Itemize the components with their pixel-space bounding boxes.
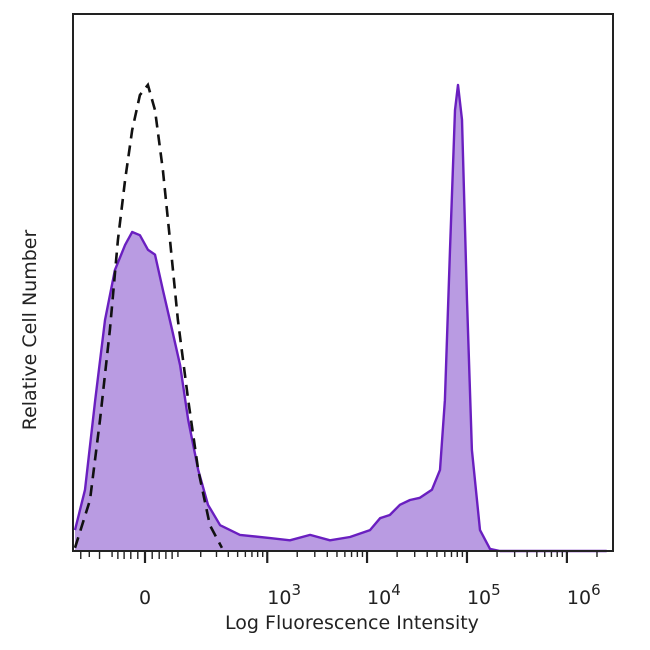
x-tick-label: 103 [267, 581, 301, 609]
y-axis-title: Relative Cell Number [19, 230, 41, 431]
x-axis-title: Log Fluorescence Intensity [225, 612, 479, 634]
filled-histogram-area [75, 84, 607, 552]
x-axis-tick-labels: 0 103 104 105 106 [139, 581, 601, 609]
plot-area [73, 82, 607, 553]
filled-histogram-line [73, 83, 607, 553]
x-tick-label: 105 [467, 581, 501, 609]
x-tick-label: 104 [367, 581, 401, 609]
x-axis-ticks [80, 551, 598, 563]
x-tick-label: 106 [567, 581, 601, 609]
dashed-control-histogram-line [73, 82, 224, 549]
plot-frame [72, 13, 614, 552]
x-tick-label: 0 [139, 587, 151, 609]
